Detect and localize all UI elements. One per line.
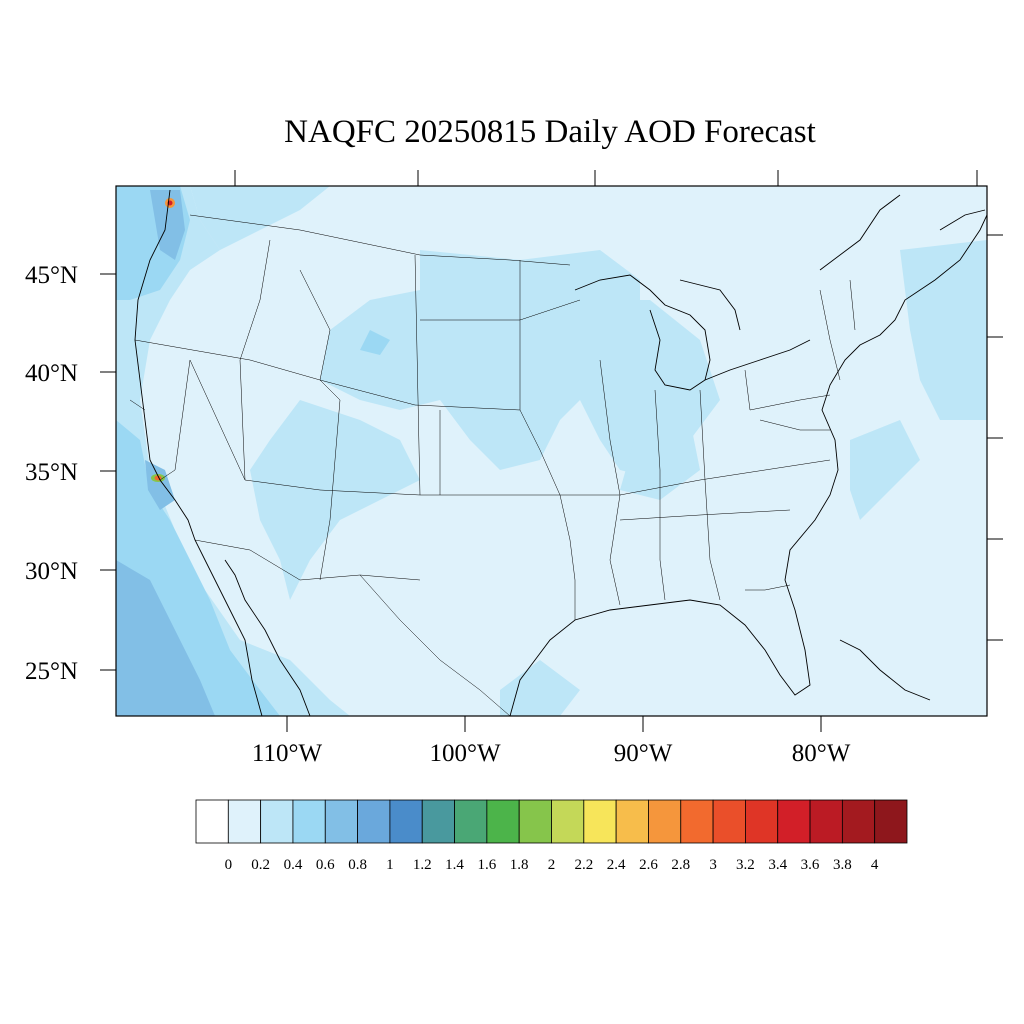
colorbar-swatch [841,799,876,844]
lat-label: 35°N [25,459,78,486]
colorbar-label: 2.6 [639,857,658,873]
map-frame [115,185,988,717]
colorbar-label: 2.2 [574,857,593,873]
longitude-labels: 110°W 100°W 90°W 80°W [252,740,851,767]
colorbar-label: 2.8 [671,857,690,873]
colorbar-label: 1.6 [477,857,496,873]
colorbar-label: 2 [548,857,556,873]
colorbar-swatch [777,799,811,844]
colorbar-swatch [486,799,520,844]
colorbar-label: 3 [709,857,717,873]
colorbar-swatch [324,799,358,844]
colorbar-label: 0.4 [284,857,303,873]
latitude-labels: 45°N 40°N 35°N 30°N 25°N [25,262,78,685]
colorbar-label: 2.4 [607,857,626,873]
lon-label: 100°W [429,740,500,767]
coastlines [134,189,988,717]
colorbar-label: 1 [386,857,394,873]
colorbar-label: 1.2 [413,857,432,873]
right-ticks [987,234,1003,641]
lon-label: 80°W [792,740,851,767]
colorbar-swatch [454,799,488,844]
colorbar-label: 3.6 [801,857,820,873]
colorbar-swatch [583,799,617,844]
colorbar-label: 0.2 [251,857,270,873]
lat-label: 40°N [25,360,78,387]
colorbar-label: 1.4 [445,857,464,873]
lat-label: 25°N [25,658,78,685]
colorbar-swatch [745,799,779,844]
colorbar-swatch [195,799,229,844]
colorbar-label: 3.8 [833,857,852,873]
colorbar-swatch [389,799,423,844]
colorbar-label: 1.8 [510,857,529,873]
colorbar-swatch [551,799,585,844]
colorbar-label: 3.2 [736,857,755,873]
lon-label: 90°W [614,740,673,767]
colorbar-swatch [648,799,682,844]
colorbar-swatch [260,799,294,844]
colorbar-swatch [712,799,746,844]
colorbar-swatch [518,799,552,844]
colorbar-label: 3.4 [768,857,787,873]
colorbar-label: 0.6 [316,857,335,873]
colorbar-swatch [874,799,908,844]
left-ticks [100,273,116,671]
map-title: NAQFC 20250815 Daily AOD Forecast [284,114,816,150]
colorbar-swatch [357,799,391,844]
lat-label: 30°N [25,558,78,585]
lon-label: 110°W [252,740,323,767]
colorbar-swatch [227,799,262,844]
lat-label: 45°N [25,262,78,289]
state-boundaries [129,214,856,717]
aod-hotspots [151,198,175,482]
colorbar-swatch [292,799,326,844]
colorbar-label: 0 [225,857,233,873]
bottom-ticks [286,716,822,732]
map-panel [100,170,1003,732]
colorbar-swatch [809,799,843,844]
colorbar-label: 4 [871,857,879,873]
colorbar-swatch [421,799,455,844]
top-ticks [234,170,978,186]
colorbar-swatch [615,799,649,844]
colorbar: 0 0.2 0.4 0.6 0.8 1 1.2 1.4 1.6 1.8 2 2.2 2.4 2.6 2.8 3… [195,799,908,873]
colorbar-swatch [680,799,714,844]
colorbar-label: 0.8 [348,857,367,873]
